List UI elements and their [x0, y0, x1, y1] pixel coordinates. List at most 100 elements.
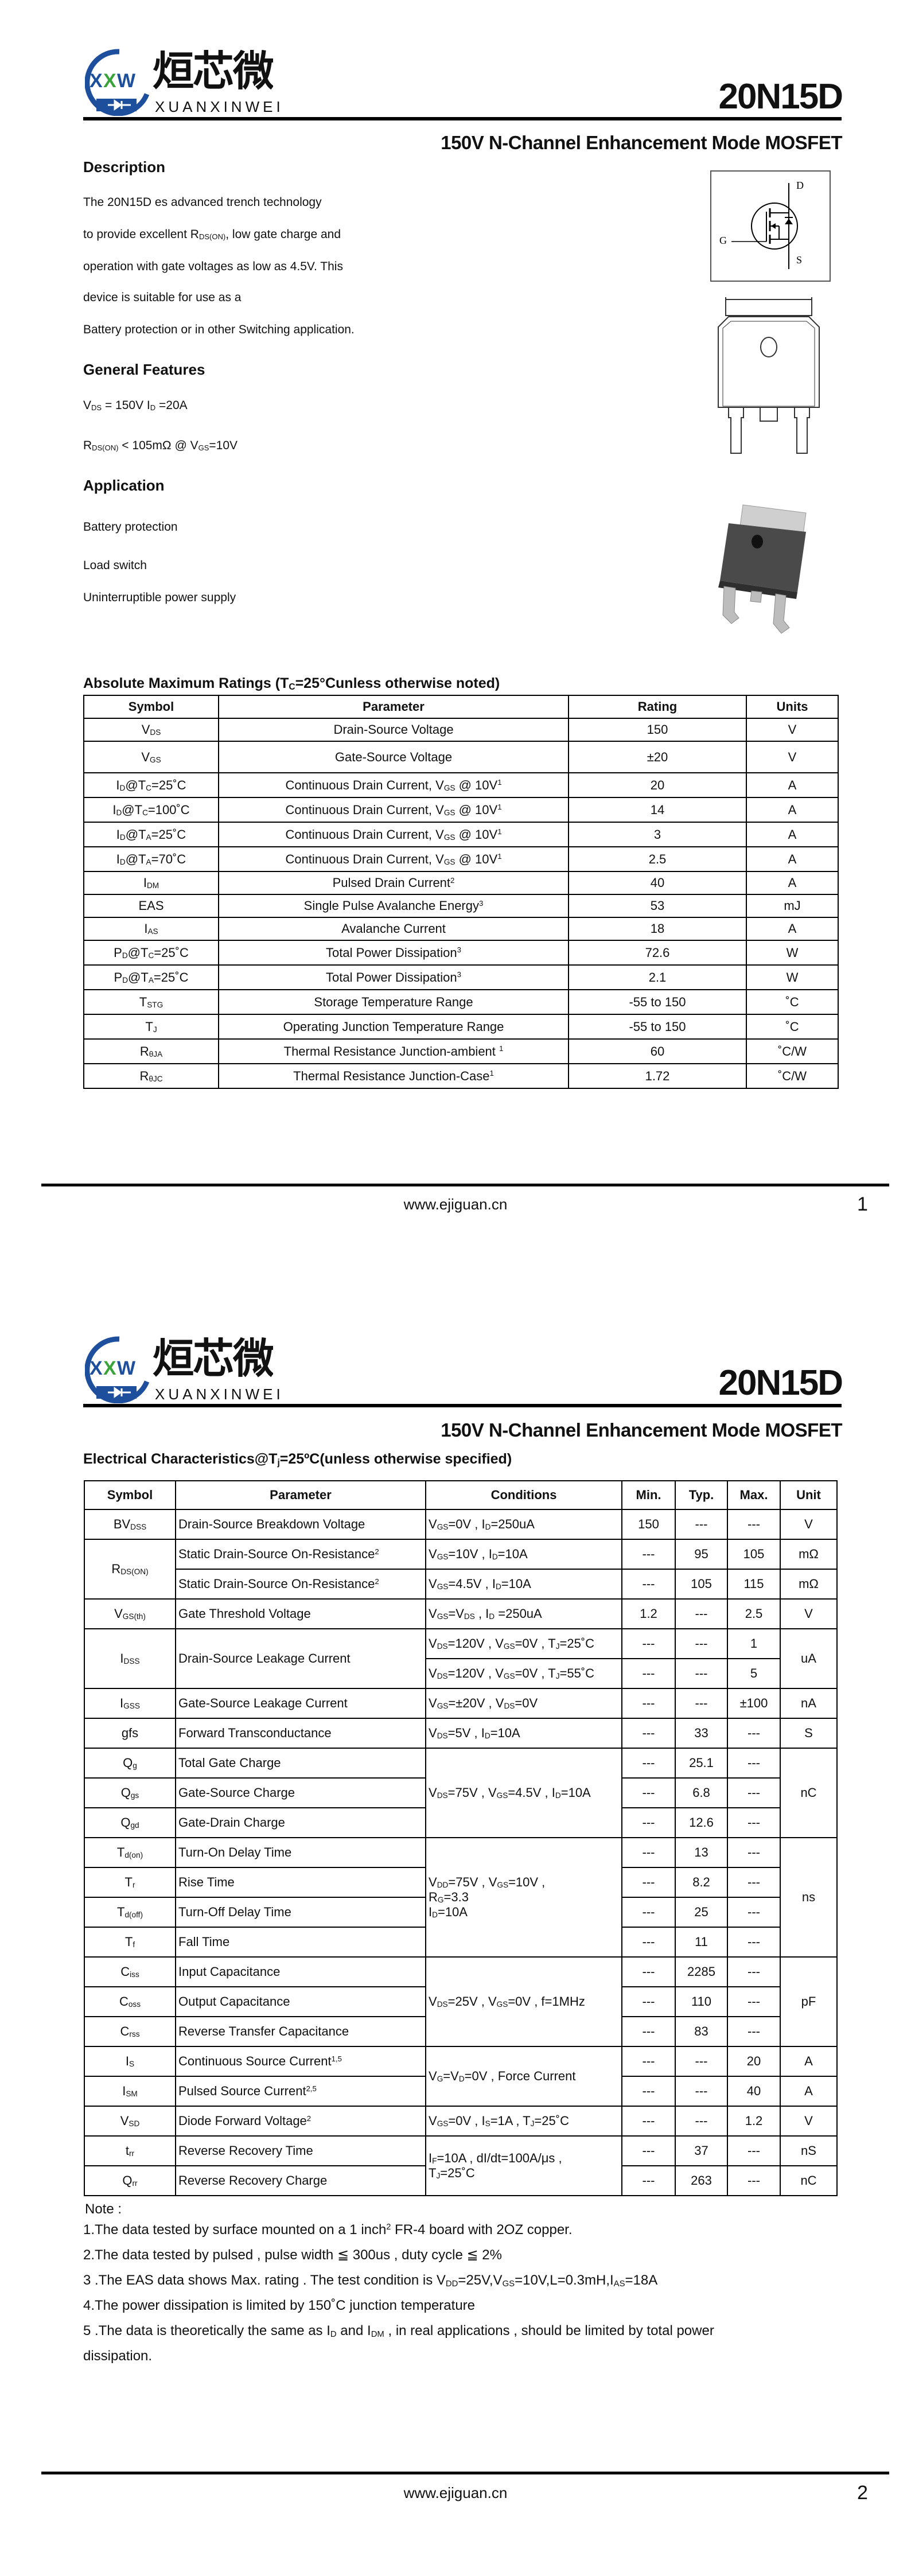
unit-cell: nA [780, 1688, 838, 1719]
table-row: BVDSS Drain-Source Breakdown Voltage VGS=0… [84, 1509, 838, 1540]
parameter-cell: Pulsed Drain Current2 [218, 871, 569, 895]
symbol-cell: Qg [84, 1748, 176, 1779]
notes-list: 1.The data tested by surface mounted on … [83, 2221, 886, 2376]
table-row: gfs Forward Transconductance VDS=5V , ID=1… [84, 1718, 838, 1749]
symbol-cell: BVDSS [84, 1509, 176, 1540]
symbol-cell: IDSS [84, 1628, 176, 1689]
parameter-cell: Total Power Dissipation3 [218, 940, 569, 966]
logo-chinese-name: 烜芯微 [153, 48, 274, 94]
rating-cell: 150 [568, 718, 747, 742]
symbol-cell: Qgs [84, 1777, 176, 1808]
unit-cell: nC [780, 2165, 838, 2196]
typ-cell: 83 [675, 2016, 728, 2047]
parameter-cell: Reverse Recovery Charge [175, 2165, 426, 2196]
symbol-cell: IGSS [84, 1688, 176, 1719]
parameter-cell: Thermal Resistance Junction-ambient 1 [218, 1038, 569, 1064]
note-item: dissipation. [83, 2348, 153, 2364]
parameter-cell: Reverse Transfer Capacitance [175, 2016, 426, 2047]
typ-cell: 25.1 [675, 1748, 728, 1779]
symbol-cell: PD@TC=25˚C [83, 940, 219, 966]
symbol-cell: VDS [83, 718, 219, 742]
unit-cell: A [780, 2046, 838, 2077]
parameter-cell: Avalanche Current [218, 917, 569, 941]
typ-cell: --- [675, 1658, 728, 1689]
max-cell: 40 [727, 2076, 781, 2107]
header-divider [83, 117, 842, 120]
description-line: device is suitable for use as a [83, 291, 242, 304]
package-3d-image [711, 500, 826, 644]
max-cell: 115 [727, 1569, 781, 1600]
footer-url[interactable]: www.ejiguan.cn [403, 1196, 508, 1213]
typ-cell: --- [675, 1598, 728, 1629]
typ-cell: 13 [675, 1837, 728, 1868]
min-cell: --- [621, 2106, 676, 2137]
min-cell: --- [621, 1897, 676, 1928]
svg-text:X: X [89, 1357, 103, 1379]
rating-cell: 18 [568, 917, 747, 941]
table-row: Tr Rise Time --- 8.2 --- [84, 1867, 837, 1898]
typ-cell: --- [675, 1628, 728, 1659]
units-cell: A [746, 871, 839, 895]
footer-divider [41, 2472, 889, 2474]
logo-mark-icon: X X W [84, 49, 150, 116]
table-row: IDM Pulsed Drain Current2 40 A [83, 871, 839, 895]
table-row: IAS Avalanche Current 18 A [83, 917, 839, 941]
min-cell: --- [621, 2016, 676, 2047]
max-cell: 1 [727, 1628, 781, 1659]
table-row: IDSS Drain-Source Leakage Current VDS=120V… [84, 1628, 838, 1689]
rating-cell: 20 [568, 772, 747, 798]
max-cell: --- [727, 2165, 781, 2196]
application-item: Uninterruptible power supply [83, 591, 236, 604]
rating-cell: 14 [568, 797, 747, 823]
column-header-symbol: Symbol [83, 695, 219, 719]
unit-cell: nC [780, 1748, 838, 1838]
note-item: 1.The data tested by surface mounted on … [83, 2222, 573, 2238]
symbol-cell: TSTG [83, 989, 219, 1015]
symbol-cell: IS [84, 2046, 176, 2077]
conditions-cell: VDS=25V , VGS=0V , f=1MHz [425, 1956, 622, 2047]
max-cell: 1.2 [727, 2106, 781, 2137]
table-row: ID@TC=100˚C Continuous Drain Current, VGS… [83, 797, 839, 823]
min-cell: --- [621, 1807, 676, 1838]
parameter-cell: Operating Junction Temperature Range [218, 1014, 569, 1040]
max-cell: --- [727, 1509, 781, 1540]
table-row: PD@TC=25˚C Total Power Dissipation3 72.6 W [83, 940, 839, 966]
drain-label: D [796, 180, 804, 191]
unit-cell: S [780, 1718, 838, 1749]
parameter-cell: Drain-Source Leakage Current [175, 1628, 426, 1689]
max-cell: 20 [727, 2046, 781, 2077]
units-cell: V [746, 741, 839, 773]
rating-cell: 60 [568, 1038, 747, 1064]
table-row: IGSS Gate-Source Leakage Current VGS=±20V … [84, 1688, 838, 1719]
description-heading: Description [83, 158, 166, 176]
mosfet-symbol-diagram: D G S [710, 170, 831, 282]
min-cell: --- [621, 1718, 676, 1749]
description-line: The 20N15D es advanced trench technology [83, 196, 322, 209]
min-cell: 150 [621, 1509, 676, 1540]
max-cell: --- [727, 1718, 781, 1749]
symbol-cell: Ciss [84, 1956, 176, 1987]
max-cell: --- [727, 1986, 781, 2017]
table-row: EAS Single Pulse Avalanche Energy3 53 mJ [83, 894, 839, 918]
parameter-cell: Drain-Source Voltage [218, 718, 569, 742]
max-cell: 2.5 [727, 1598, 781, 1629]
conditions-cell: VG=VD=0V , Force Current [425, 2046, 622, 2107]
table-row: Crss Reverse Transfer Capacitance --- 83 --- [84, 2016, 837, 2047]
unit-cell: nS [780, 2135, 838, 2166]
units-cell: ˚C/W [746, 1063, 839, 1089]
units-cell: V [746, 718, 839, 742]
typ-cell: --- [675, 2106, 728, 2137]
page-number: 2 [857, 2482, 868, 2504]
min-cell: --- [621, 1956, 676, 1987]
symbol-cell: ID@TC=100˚C [83, 797, 219, 823]
table-row: VDS=120V , VGS=0V , TJ=55˚C --- --- 5 [84, 1658, 837, 1689]
part-number: 20N15D [718, 77, 843, 116]
feature-item: VDS = 150V ID =20A [83, 399, 188, 413]
electrical-characteristics-table: Symbol Parameter Conditions Min. Typ. Max. Uni… [84, 1480, 838, 2196]
min-cell: --- [621, 1927, 676, 1958]
application-item: Load switch [83, 559, 147, 572]
table-row: Td(off) Turn-Off Delay Time --- 25 --- [84, 1897, 837, 1928]
parameter-cell: Reverse Recovery Time [175, 2135, 426, 2166]
footer-url[interactable]: www.ejiguan.cn [403, 2484, 508, 2501]
conditions-cell: VDS=120V , VGS=0V , TJ=25˚C [425, 1628, 622, 1659]
